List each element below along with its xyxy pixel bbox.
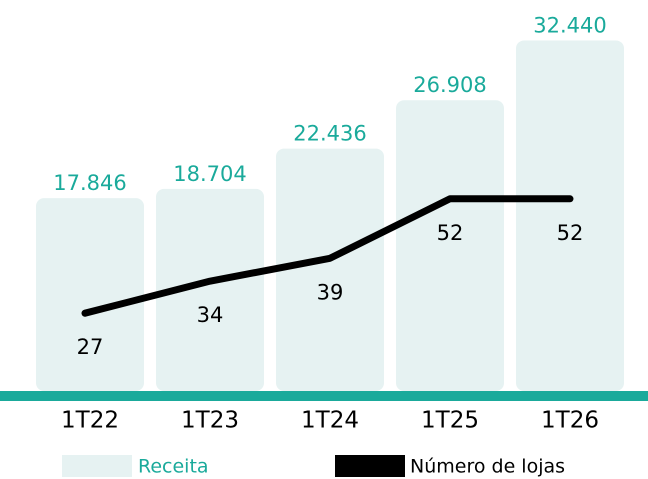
line-value-label: 52: [557, 221, 584, 245]
baseline: [0, 391, 648, 401]
legend-swatch: [335, 455, 405, 477]
bar: [156, 188, 264, 391]
bar: [516, 40, 624, 392]
x-tick-label: 1T26: [541, 408, 599, 434]
line-value-label: 52: [437, 221, 464, 245]
legend-label: Receita: [138, 456, 209, 478]
x-tick-label: 1T23: [181, 408, 239, 434]
bar-value-label: 32.440: [533, 13, 606, 37]
bar: [276, 148, 384, 391]
bar: [36, 198, 144, 391]
x-tick-label: 1T24: [301, 408, 359, 434]
bar: [396, 100, 504, 391]
bar-value-label: 18.704: [173, 162, 246, 186]
bar-value-label: 26.908: [413, 73, 486, 97]
line-value-label: 39: [317, 280, 344, 304]
line-value-label: 34: [197, 303, 224, 327]
legend-swatch: [62, 455, 132, 477]
bar-value-label: 22.436: [293, 122, 366, 146]
x-tick-label: 1T25: [421, 408, 479, 434]
line: [81, 195, 574, 317]
x-tick-label: 1T22: [61, 408, 119, 434]
bar-value-label: 17.846: [53, 171, 126, 195]
legend-label: Número de lojas: [410, 456, 565, 478]
line-value-label: 27: [77, 335, 104, 359]
